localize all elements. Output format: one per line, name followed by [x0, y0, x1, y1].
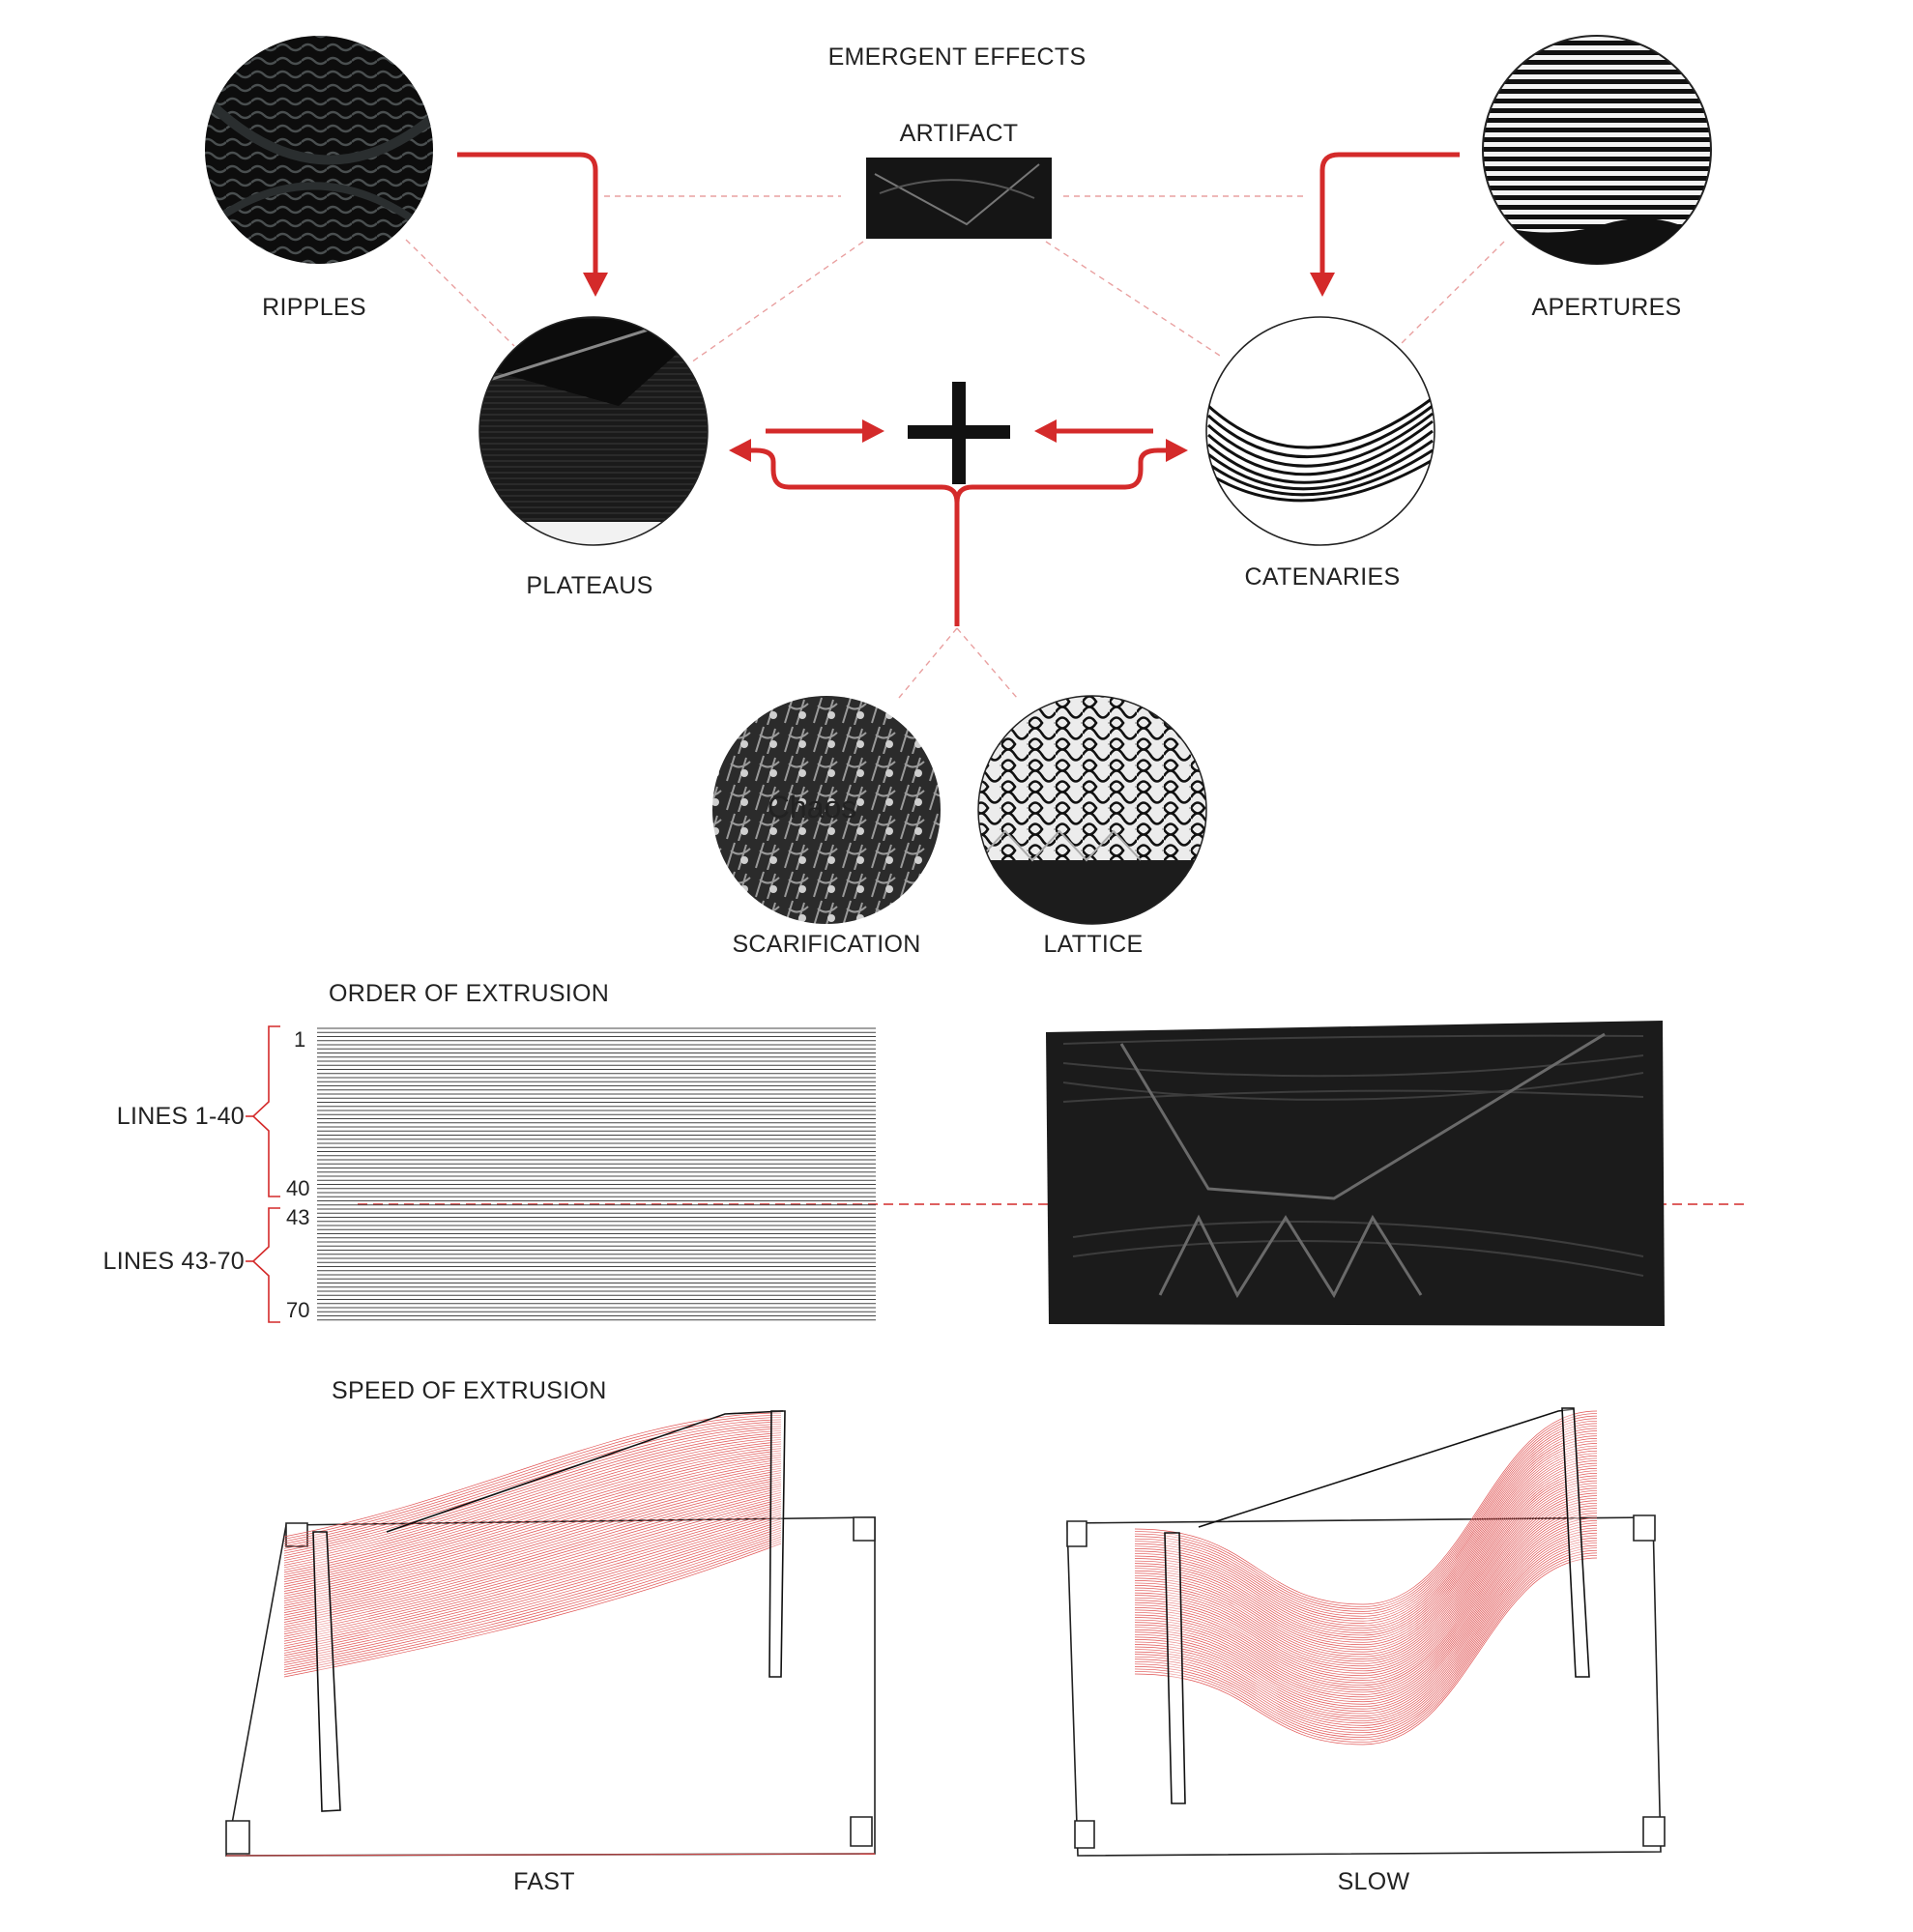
- lattice-label: LATTICE: [1043, 931, 1143, 958]
- extrusion-line-stack: [317, 1027, 876, 1321]
- order-title: ORDER OF EXTRUSION: [329, 980, 609, 1007]
- line-number-g2-start: 43: [286, 1205, 309, 1229]
- scarification-circle: Chaos: [712, 696, 941, 924]
- apertures-label: APERTURES: [1531, 294, 1681, 321]
- artifact-photo: [1046, 1021, 1665, 1326]
- plus-icon: [908, 382, 1010, 484]
- group1-label: LINES 1-40: [117, 1103, 245, 1130]
- fast-label: FAST: [513, 1868, 575, 1895]
- line-number-g1-end: 40: [286, 1176, 309, 1200]
- artifact-thumbnail: [866, 158, 1052, 239]
- flow-arrows: [457, 152, 1460, 626]
- order-brackets: [246, 1025, 280, 1323]
- group2-label: LINES 43-70: [103, 1248, 245, 1275]
- chaos-overlay-text: Chaos: [768, 790, 857, 824]
- speed-title: SPEED OF EXTRUSION: [332, 1377, 607, 1404]
- slow-label: SLOW: [1338, 1868, 1410, 1895]
- arrow-heads: [583, 273, 1335, 462]
- ripples-circle: [205, 36, 433, 264]
- line-number-last: 70: [286, 1298, 309, 1322]
- scarification-label: SCARIFICATION: [732, 931, 920, 958]
- artifact-label: ARTIFACT: [900, 120, 1019, 147]
- lattice-circle: [977, 695, 1207, 925]
- catenaries-circle: [1205, 316, 1435, 546]
- line-number-first: 1: [294, 1027, 305, 1052]
- slow-strand-mesh: [1134, 1410, 1598, 1745]
- slow-model: SLOW: [1066, 1407, 1666, 1895]
- plateaus-label: PLATEAUS: [526, 572, 652, 599]
- catenaries-label: CATENARIES: [1245, 563, 1401, 591]
- ripples-label: RIPPLES: [262, 294, 366, 321]
- header-title: EMERGENT EFFECTS: [828, 43, 1087, 71]
- apertures-circle: [1482, 35, 1712, 265]
- fast-model: FAST: [225, 1410, 876, 1895]
- fast-strand-mesh: [283, 1412, 782, 1678]
- plateaus-circle: [478, 316, 709, 546]
- guide-lines: [358, 195, 1745, 1205]
